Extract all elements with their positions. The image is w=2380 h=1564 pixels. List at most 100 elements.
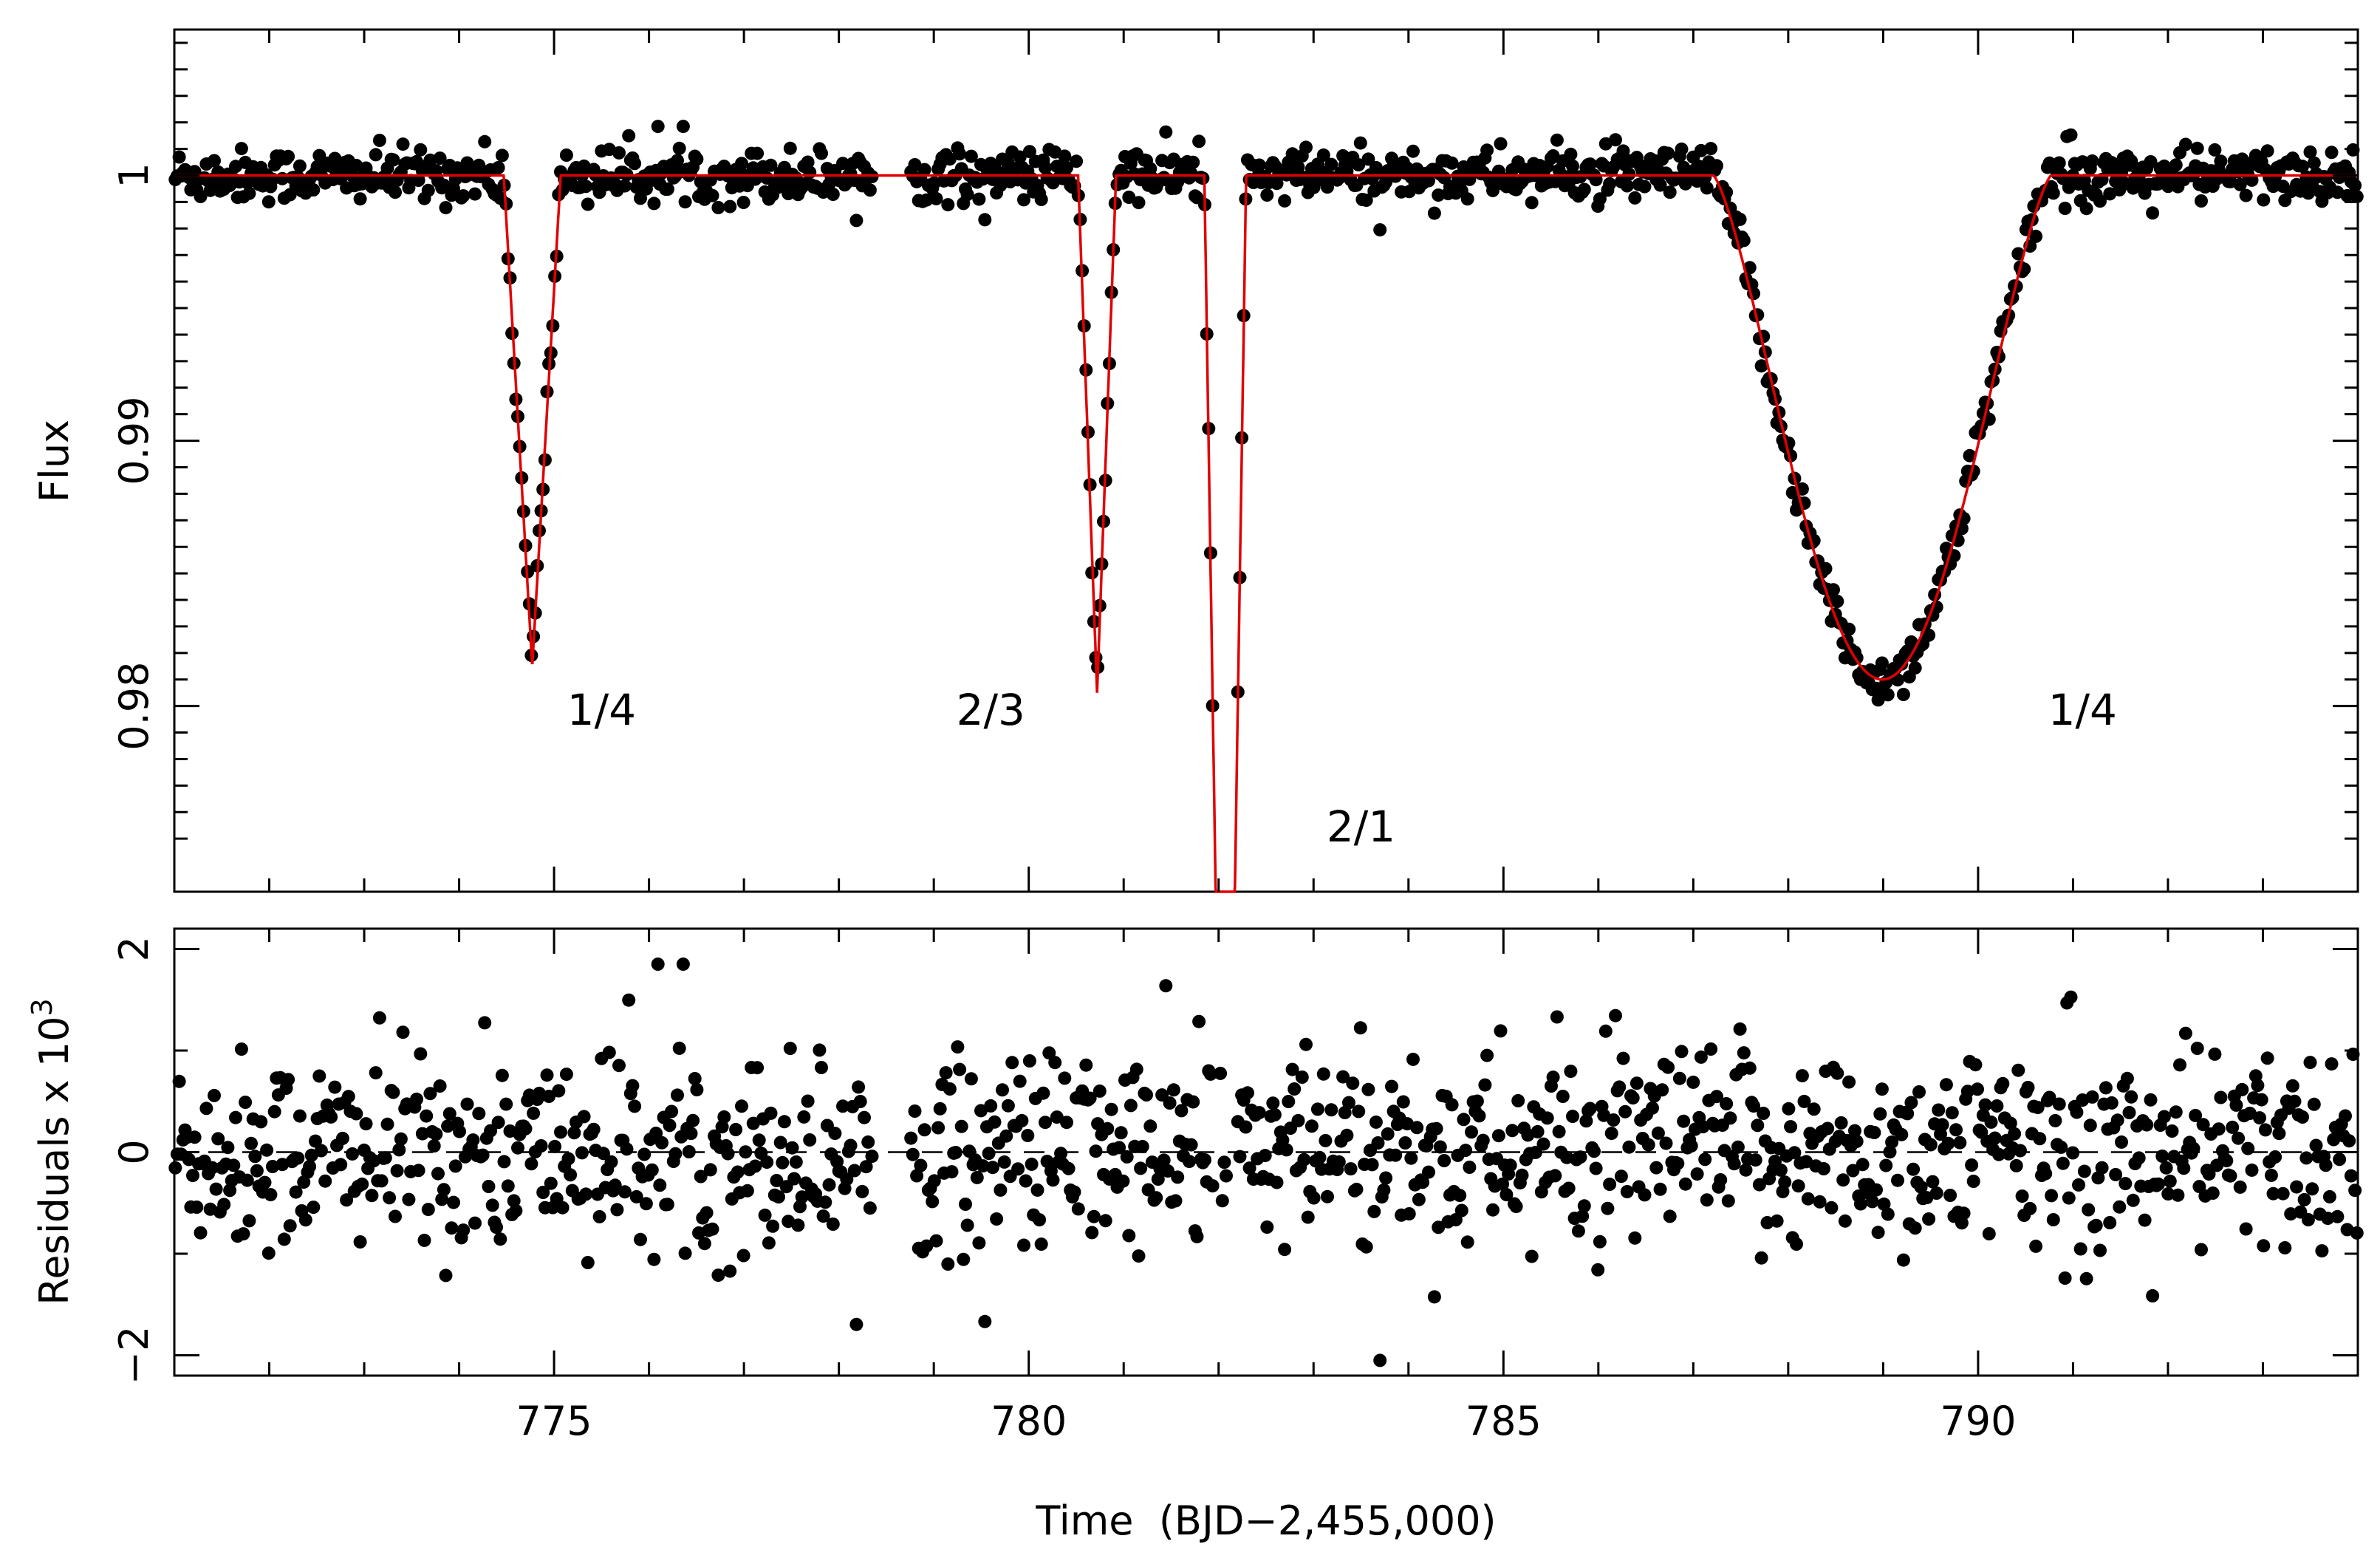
residual-point [1310, 1102, 1324, 1116]
flux-point [414, 143, 428, 157]
residual-point [437, 1183, 451, 1197]
residual-point [694, 1169, 708, 1184]
residual-point [420, 1109, 434, 1123]
residual-point [865, 1150, 879, 1164]
residual-point [1301, 1210, 1315, 1224]
residual-point [1743, 1061, 1757, 1075]
residual-point [2278, 1241, 2292, 1254]
residual-point [1723, 1111, 1737, 1125]
residual-point [729, 1123, 743, 1136]
flux-point [2077, 174, 2091, 188]
residual-point [460, 1097, 474, 1111]
residual-point [1929, 1186, 1943, 1200]
flux-point [941, 198, 955, 212]
flux-point [2239, 188, 2253, 202]
residual-point [629, 1189, 643, 1203]
residual-point [423, 1087, 437, 1101]
residual-point [645, 1163, 659, 1177]
residual-point [1531, 1124, 1545, 1138]
residual-point [1089, 1144, 1103, 1158]
residual-point [2099, 1081, 2113, 1095]
residual-point [1509, 1200, 1523, 1214]
residual-point [2146, 1289, 2160, 1302]
residual-point [849, 1317, 864, 1331]
residual-point [1494, 1024, 1508, 1038]
residual-point [826, 1218, 840, 1231]
residual-point [429, 1127, 443, 1141]
residual-point [1437, 1154, 1451, 1167]
residual-point [1480, 1048, 1494, 1062]
flux-point [622, 129, 636, 143]
residual-point [1143, 1119, 1157, 1133]
residual-point [1019, 1174, 1033, 1188]
residual-point [1025, 1157, 1039, 1171]
residual-point [859, 1160, 873, 1174]
residual-point [1751, 1119, 1765, 1133]
residual-point [1704, 1042, 1718, 1056]
residual-point [372, 1011, 386, 1025]
residual-point [2029, 1239, 2043, 1253]
residual-point [1511, 1093, 1525, 1107]
residual-point [1988, 1131, 2002, 1145]
residual-point [908, 1104, 922, 1118]
flux-point [1963, 448, 1977, 462]
residual-point [1932, 1103, 1946, 1117]
residual-point [1739, 1163, 1753, 1177]
residual-point [2073, 1242, 2087, 1256]
residual-point [227, 1158, 241, 1172]
flux-point [1132, 196, 1146, 210]
residual-point [1459, 1144, 1473, 1158]
residual-point [858, 1110, 871, 1124]
residual-point [990, 1212, 1004, 1226]
residual-point [1321, 1189, 1334, 1203]
residual-point [1626, 1091, 1640, 1105]
flux-point [735, 157, 748, 171]
residual-point [1966, 1175, 1980, 1188]
residual-point [1112, 1141, 1126, 1155]
residual-point [1022, 1054, 1036, 1068]
flux-point [581, 197, 595, 211]
residual-point [293, 1109, 307, 1123]
residual-point [1174, 1104, 1189, 1118]
residual-point [676, 957, 690, 971]
residual-point [1402, 1207, 1416, 1220]
flux-point [2350, 190, 2364, 204]
flux-point [660, 182, 674, 196]
residual-point [1491, 1129, 1505, 1143]
residual-point [1589, 1161, 1603, 1175]
residual-point [999, 1129, 1013, 1143]
flux-point [803, 165, 817, 180]
residual-point [2331, 1209, 2345, 1223]
flux-point [678, 195, 692, 209]
residual-point [1659, 1136, 1673, 1150]
residual-point [2052, 1097, 2066, 1111]
residual-point [396, 1025, 410, 1039]
residual-point [760, 1155, 774, 1169]
residual-point [964, 1072, 978, 1086]
residual-point [1813, 1195, 1827, 1209]
residual-point [1774, 1163, 1788, 1177]
residual-point [1842, 1075, 1856, 1089]
residual-point [1941, 1136, 1955, 1150]
eclipse-label: 2/3 [957, 685, 1025, 735]
residual-point [2031, 1101, 2045, 1115]
residual-point [2229, 1098, 2243, 1112]
residual-point [2165, 1124, 2179, 1138]
residual-point [721, 1147, 735, 1161]
flux-point [1566, 159, 1579, 173]
flux-point [736, 196, 750, 209]
flux-point [711, 201, 725, 214]
residual-point [2272, 1127, 2286, 1141]
residual-point [2190, 1042, 2204, 1055]
flux-point [826, 188, 840, 201]
y-tick-label: 0 [111, 1139, 157, 1164]
residual-point [2089, 1218, 2103, 1232]
residual-point [1926, 1175, 1940, 1189]
residual-point [1373, 1353, 1387, 1367]
residual-point [312, 1069, 326, 1083]
flux-point [1616, 144, 1630, 158]
residual-point [534, 1139, 548, 1152]
residual-point [567, 1126, 581, 1140]
residual-point [1486, 1203, 1500, 1217]
residual-point [1791, 1179, 1805, 1193]
